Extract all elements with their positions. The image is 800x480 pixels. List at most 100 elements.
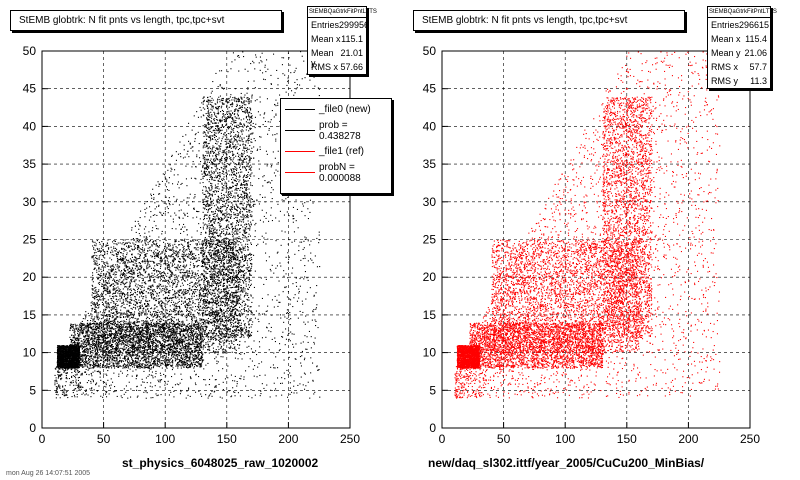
scatter-point <box>146 313 148 315</box>
scatter-point <box>137 284 139 286</box>
scatter-point <box>258 321 260 323</box>
scatter-point <box>58 364 60 366</box>
scatter-point <box>59 359 61 361</box>
scatter-point <box>236 188 238 190</box>
scatter-point <box>150 308 152 310</box>
scatter-point <box>221 328 223 330</box>
scatter-point <box>169 164 171 166</box>
scatter-point <box>306 348 308 350</box>
scatter-point <box>155 243 157 245</box>
scatter-point <box>238 100 240 102</box>
scatter-point <box>244 167 246 169</box>
scatter-point <box>152 214 154 216</box>
scatter-point <box>113 297 115 299</box>
scatter-point <box>177 251 179 253</box>
scatter-point <box>192 292 194 294</box>
scatter-point <box>271 180 273 182</box>
scatter-point <box>147 375 149 377</box>
scatter-point <box>183 144 185 146</box>
scatter-point <box>136 339 138 341</box>
scatter-point <box>290 318 292 320</box>
scatter-point <box>184 215 186 217</box>
scatter-point <box>111 340 113 342</box>
scatter-point <box>270 326 272 328</box>
scatter-point <box>161 200 163 202</box>
scatter-point <box>80 386 82 388</box>
scatter-point <box>196 265 198 267</box>
scatter-point <box>168 197 170 199</box>
scatter-point <box>149 247 151 249</box>
scatter-point <box>241 160 243 162</box>
scatter-point <box>69 367 71 369</box>
scatter-point <box>192 146 194 148</box>
scatter-point <box>125 359 127 361</box>
scatter-point <box>196 358 198 360</box>
scatter-point <box>274 367 276 369</box>
scatter-point <box>313 343 315 345</box>
scatter-point <box>217 122 219 124</box>
scatter-point <box>259 136 261 138</box>
scatter-point <box>80 365 82 367</box>
scatter-point <box>211 390 213 392</box>
scatter-point <box>58 368 60 370</box>
scatter-point <box>78 345 80 347</box>
scatter-point <box>198 150 200 152</box>
scatter-point <box>177 153 179 155</box>
scatter-point <box>64 361 66 363</box>
scatter-point <box>253 157 255 159</box>
scatter-point <box>249 211 251 213</box>
scatter-point <box>112 381 114 383</box>
scatter-point <box>223 309 225 311</box>
scatter-point <box>129 341 131 343</box>
scatter-point <box>232 326 234 328</box>
scatter-point <box>183 352 185 354</box>
scatter-point <box>103 331 105 333</box>
scatter-point <box>225 326 227 328</box>
scatter-point <box>171 154 173 156</box>
scatter-point <box>271 314 273 316</box>
scatter-point <box>243 235 245 237</box>
scatter-point <box>104 319 106 321</box>
scatter-point <box>168 300 170 302</box>
scatter-point <box>183 149 185 151</box>
scatter-point <box>58 362 60 364</box>
scatter-point <box>302 203 304 205</box>
scatter-point <box>128 272 130 274</box>
scatter-point <box>105 360 107 362</box>
scatter-point <box>106 352 108 354</box>
scatter-point <box>278 294 280 296</box>
scatter-point <box>194 177 196 179</box>
scatter-point <box>139 345 141 347</box>
scatter-point <box>246 188 248 190</box>
scatter-point <box>177 181 179 183</box>
scatter-point <box>65 394 67 396</box>
scatter-point <box>261 61 263 63</box>
scatter-point <box>139 253 141 255</box>
scatter-point <box>183 280 185 282</box>
scatter-point <box>236 381 238 383</box>
scatter-point <box>134 256 136 258</box>
scatter-point <box>113 391 115 393</box>
scatter-point <box>135 350 137 352</box>
scatter-point <box>254 140 256 142</box>
scatter-point <box>213 163 215 165</box>
scatter-point <box>171 228 173 230</box>
scatter-point <box>224 378 226 380</box>
scatter-point <box>57 394 59 396</box>
scatter-point <box>76 393 78 395</box>
scatter-point <box>283 214 285 216</box>
scatter-point <box>80 344 82 346</box>
scatter-point <box>98 360 100 362</box>
scatter-point <box>264 112 266 114</box>
scatter-point <box>193 367 195 369</box>
scatter-point <box>69 343 71 345</box>
scatter-point <box>176 331 178 333</box>
scatter-point <box>89 353 91 355</box>
scatter-point <box>186 390 188 392</box>
scatter-point <box>66 378 68 380</box>
scatter-point <box>77 359 79 361</box>
scatter-point <box>122 253 124 255</box>
scatter-point <box>183 231 185 233</box>
scatter-point <box>315 320 317 322</box>
scatter-point <box>289 324 291 326</box>
